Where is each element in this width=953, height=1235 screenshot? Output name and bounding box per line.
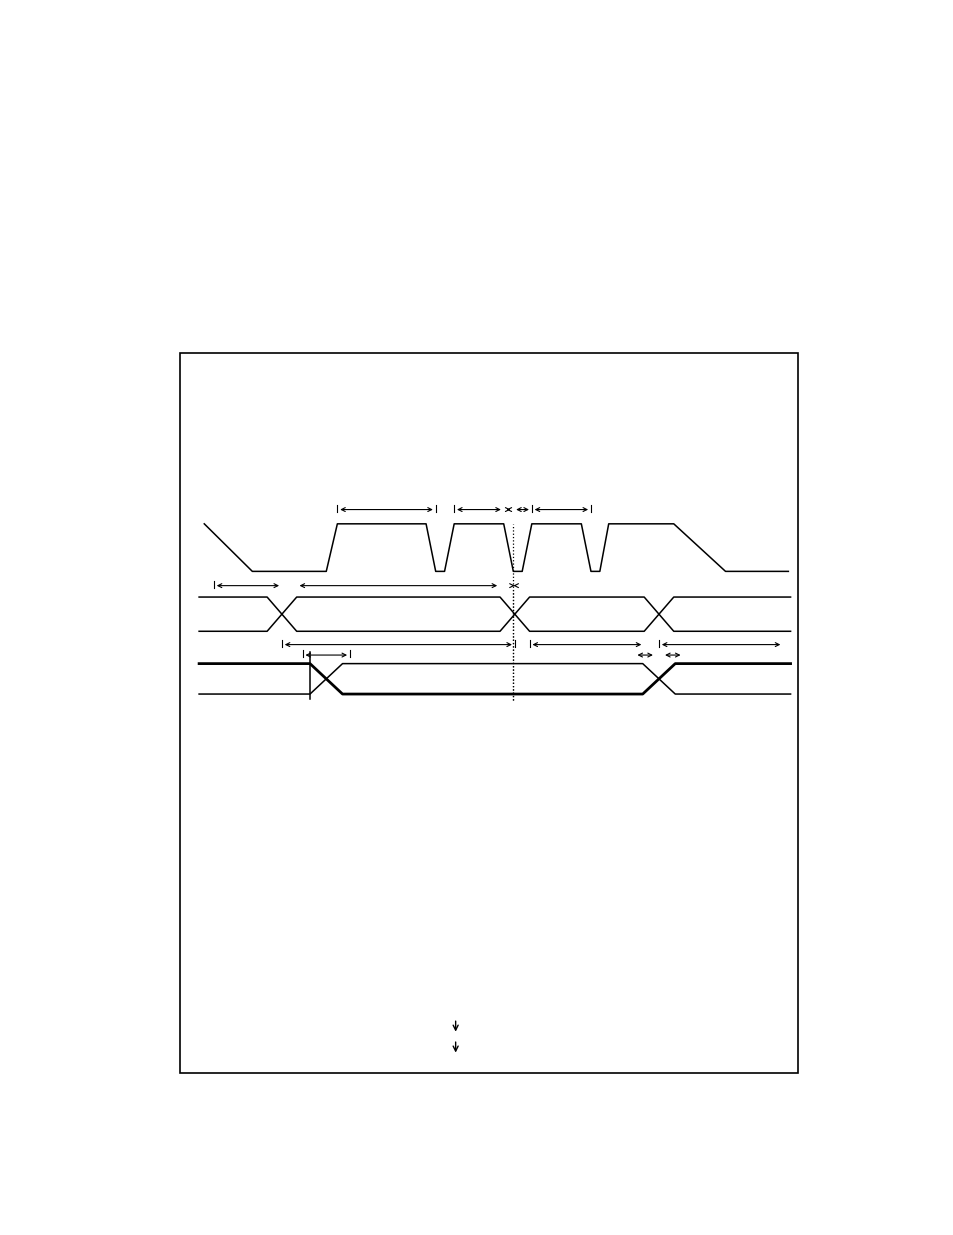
Bar [180, 353, 797, 1072]
